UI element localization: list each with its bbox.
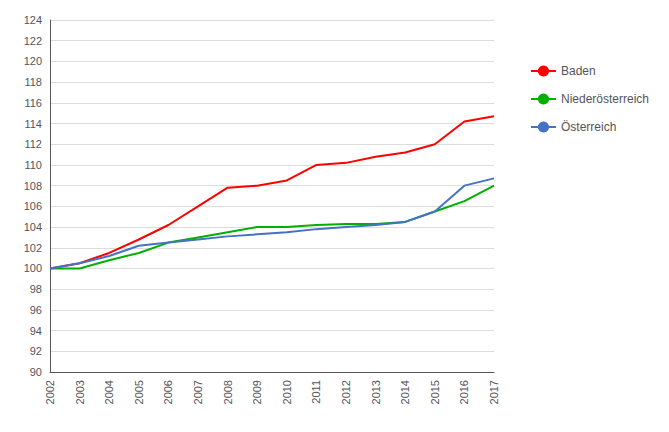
- svg-text:112: 112: [24, 138, 42, 150]
- svg-text:2004: 2004: [103, 380, 115, 404]
- svg-text:2017: 2017: [488, 380, 500, 404]
- svg-text:2008: 2008: [222, 380, 234, 404]
- svg-text:110: 110: [24, 159, 42, 171]
- svg-text:2011: 2011: [310, 380, 322, 404]
- svg-text:104: 104: [24, 221, 42, 233]
- svg-text:2015: 2015: [429, 380, 441, 404]
- svg-text:100: 100: [24, 262, 42, 274]
- svg-text:92: 92: [30, 345, 42, 357]
- svg-text:96: 96: [30, 304, 42, 316]
- svg-text:2009: 2009: [251, 380, 263, 404]
- svg-text:120: 120: [24, 55, 42, 67]
- svg-text:108: 108: [24, 180, 42, 192]
- svg-text:2006: 2006: [162, 380, 174, 404]
- svg-text:2016: 2016: [458, 380, 470, 404]
- svg-text:2005: 2005: [133, 380, 145, 404]
- svg-text:2013: 2013: [370, 380, 382, 404]
- svg-text:2012: 2012: [340, 380, 352, 404]
- svg-text:Österreich: Österreich: [561, 120, 616, 134]
- svg-text:116: 116: [24, 97, 42, 109]
- svg-text:2003: 2003: [74, 380, 86, 404]
- svg-text:90: 90: [30, 366, 42, 378]
- svg-text:2007: 2007: [192, 380, 204, 404]
- svg-text:122: 122: [24, 35, 42, 47]
- svg-text:Baden: Baden: [561, 64, 596, 78]
- svg-text:102: 102: [24, 242, 42, 254]
- svg-text:124: 124: [24, 14, 42, 26]
- svg-text:2010: 2010: [281, 380, 293, 404]
- svg-text:94: 94: [30, 325, 42, 337]
- svg-text:106: 106: [24, 200, 42, 212]
- svg-text:2014: 2014: [399, 380, 411, 404]
- svg-text:118: 118: [24, 76, 42, 88]
- svg-text:114: 114: [24, 118, 42, 130]
- svg-text:98: 98: [30, 283, 42, 295]
- svg-text:Niederösterreich: Niederösterreich: [561, 92, 649, 106]
- svg-text:2002: 2002: [44, 380, 56, 404]
